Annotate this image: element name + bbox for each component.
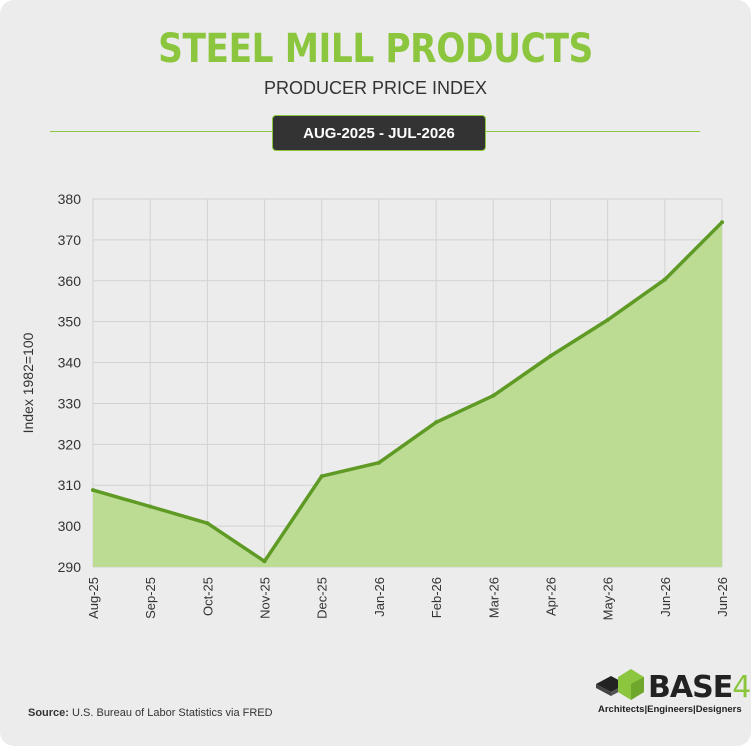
brand-name: BASE (648, 670, 733, 705)
source-label: Source: (28, 707, 69, 719)
base4-logo: BASE4 Architects|Engineers|Designers (592, 664, 751, 718)
series-line (91, 220, 724, 564)
x-tick-label: Mar-26 (486, 577, 501, 618)
source-note: Source: U.S. Bureau of Labor Statistics … (28, 707, 273, 719)
base4-hex-icon (596, 669, 644, 700)
data-point (548, 354, 553, 359)
data-point (262, 559, 267, 564)
date-range-badge: AUG-2025 - JUL-2026 (272, 115, 486, 151)
x-axis-ticks: Aug-25 Sep-25 Oct-25 Nov-25 Dec-25 Jan-26 Feb-… (86, 577, 730, 620)
x-tick-label: Jun-26 (715, 577, 730, 617)
data-point (376, 460, 381, 465)
divider-right (486, 131, 700, 132)
y-tick-label: 320 (58, 436, 82, 452)
y-tick-label: 350 (58, 314, 82, 330)
y-axis-label: Index 1982=100 (20, 332, 36, 433)
x-tick-label: Oct-25 (200, 577, 215, 616)
x-tick-label: May-26 (601, 577, 616, 620)
x-tick-label: Dec-25 (315, 577, 330, 619)
y-tick-label: 380 (58, 191, 82, 207)
y-axis-ticks: 290 300 310 320 330 340 350 360 370 380 (58, 191, 82, 575)
brand-number: 4 (732, 670, 751, 705)
data-point (148, 504, 153, 509)
divider-left (50, 131, 272, 132)
y-tick-label: 360 (58, 273, 82, 289)
y-tick-label: 300 (58, 518, 82, 534)
series-area (93, 222, 722, 568)
x-tick-label: Apr-26 (543, 577, 558, 616)
data-point (662, 277, 667, 282)
series-points (91, 220, 724, 564)
data-point (91, 488, 95, 493)
x-tick-label: Sep-25 (143, 577, 158, 619)
data-point (605, 318, 610, 323)
brand-tagline: Architects|Engineers|Designers (598, 704, 742, 715)
data-point (434, 420, 439, 425)
x-tick-label: Feb-26 (429, 577, 444, 618)
y-tick-label: 370 (58, 232, 82, 248)
x-tick-label: Jan-26 (372, 577, 387, 617)
y-tick-label: 290 (58, 559, 82, 575)
chart-subtitle: PRODUCER PRICE INDEX (263, 78, 488, 98)
brand-wordmark: BASE4 (648, 670, 751, 705)
x-tick-label: Jun-26 (658, 577, 673, 617)
source-text: U.S. Bureau of Labor Statistics via FRED (72, 707, 273, 719)
chart-title: STEEL MILL PRODUCTS (158, 26, 593, 72)
x-tick-label: Nov-25 (258, 577, 273, 619)
y-tick-label: 330 (58, 395, 82, 411)
x-tick-label: Aug-25 (86, 577, 101, 619)
y-tick-label: 340 (58, 355, 82, 371)
data-point (720, 220, 724, 225)
y-tick-label: 310 (58, 477, 82, 493)
data-point (491, 393, 496, 398)
data-point (205, 521, 210, 526)
data-point (319, 474, 324, 479)
